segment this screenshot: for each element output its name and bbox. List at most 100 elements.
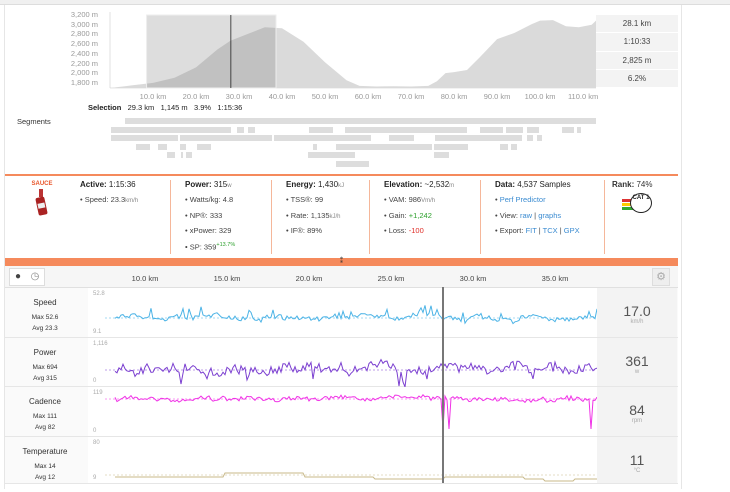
perf-predictor-link[interactable]: Perf Predictor — [499, 195, 546, 204]
segment-bar[interactable] — [125, 118, 596, 124]
elevation-chart[interactable] — [108, 12, 598, 92]
stream-y-min: 0 — [93, 378, 97, 384]
segment-bar[interactable] — [435, 135, 522, 141]
elevation-label: Elevation: — [384, 180, 423, 189]
stream-y-max: 119 — [93, 390, 103, 396]
segment-bar[interactable] — [480, 126, 503, 133]
stream-x-tick: 35.0 km — [541, 274, 569, 283]
segment-bar[interactable] — [506, 126, 523, 133]
segment-bar[interactable] — [186, 152, 192, 158]
segment-bar[interactable] — [180, 143, 186, 150]
segment-bar[interactable] — [434, 143, 468, 150]
segment-bar[interactable] — [336, 160, 369, 167]
segment-bar[interactable] — [389, 135, 414, 141]
segment-bar[interactable] — [527, 126, 539, 133]
segment-bar[interactable] — [111, 135, 178, 141]
export-tcx-link[interactable]: TCX — [542, 226, 558, 235]
stream-value-panel: 17.0 km/h — [597, 288, 677, 337]
stream-y-max: 80 — [93, 440, 100, 446]
stream-line — [114, 305, 597, 325]
stream-x-tick: 10.0 km — [131, 274, 159, 283]
export-fit-link[interactable]: FIT — [525, 226, 537, 235]
stream-y-min: 9 — [93, 475, 97, 481]
segment-bar[interactable] — [308, 152, 355, 158]
energy-stats: Energy: 1,430kJ • TSS®: 99 • Rate: 1,135… — [280, 180, 370, 254]
distance-map-pin-icon[interactable]: ● — [14, 271, 22, 282]
stream-graph[interactable] — [105, 288, 597, 338]
xpower: • xPower: 329 — [185, 226, 232, 235]
stream-y-min: 9.1 — [93, 329, 102, 335]
resize-handle[interactable]: ⁑ — [5, 258, 678, 266]
segment-bar[interactable] — [336, 143, 432, 150]
segment-bar[interactable] — [345, 126, 467, 133]
stream-unit: rpm — [631, 418, 643, 424]
elev-x-tick: 80.0 km — [440, 92, 468, 101]
segment-bar[interactable] — [309, 126, 333, 133]
view-raw-link[interactable]: raw — [520, 210, 533, 220]
data-label: Data: — [495, 180, 516, 189]
time-clock-icon[interactable]: ◷ — [30, 271, 40, 282]
stream-x-tick: 30.0 km — [459, 274, 487, 283]
elevation-loss: -100 — [408, 226, 424, 235]
elev-y-tick: 2,400 m — [70, 48, 98, 58]
power-unit: w — [227, 183, 232, 189]
elev-x-tick: 30.0 km — [225, 92, 253, 101]
elev-x-tick: 110.0 km — [567, 92, 599, 101]
segment-bar[interactable] — [181, 152, 183, 158]
elevation-profile — [110, 20, 596, 89]
segment-bar[interactable] — [511, 143, 517, 150]
stream-max: Max 111 — [33, 413, 57, 420]
stream-x-tick: 15.0 km — [213, 274, 241, 283]
power-stats: Power: 315w • Watts/kg: 4.8 • NP®: 333 •… — [179, 180, 272, 254]
export-gpx-link[interactable]: GPX — [563, 226, 580, 235]
segment-bar[interactable] — [562, 126, 574, 133]
segment-bar[interactable] — [527, 135, 533, 141]
badge-text: CAT 1 — [630, 193, 652, 213]
sauce-logo: SAUCE — [22, 181, 62, 219]
stream-value-panel: 361 w — [597, 338, 677, 386]
stream-x-tick: 20.0 km — [295, 274, 323, 283]
segment-bar[interactable] — [577, 126, 581, 133]
stream-x-tick: 25.0 km — [377, 274, 405, 283]
stream-cursor-line — [442, 287, 444, 483]
stream-cadence: Cadence Max 111 Avg 82 119 0 84 rpm — [5, 387, 678, 437]
stream-avg: Avg 12 — [34, 474, 56, 481]
segment-bar[interactable] — [274, 135, 371, 141]
segment-bar[interactable] — [197, 143, 211, 150]
stream-current-value: 361 — [625, 353, 649, 369]
intensity-factor: • IF®: 89% — [286, 226, 323, 235]
segment-bar[interactable] — [158, 143, 167, 150]
top-drag-handle[interactable] — [0, 0, 730, 5]
sp-delta: +13.7% — [216, 241, 236, 248]
view-label: • View: — [495, 210, 520, 220]
stream-y-min: 0 — [93, 428, 97, 434]
segment-bar[interactable] — [136, 143, 150, 150]
view-graphs-link[interactable]: graphs — [538, 210, 562, 220]
segment-bar[interactable] — [500, 143, 508, 150]
segment-bar[interactable] — [237, 126, 244, 133]
stream-graph[interactable] — [105, 387, 597, 437]
segments-label: Segments — [17, 117, 51, 126]
segment-bar[interactable] — [167, 152, 175, 158]
segment-bar[interactable] — [111, 126, 231, 133]
vam-unit: Vm/h — [421, 198, 436, 204]
segment-bar[interactable] — [248, 126, 255, 133]
elev-y-tick: 2,600 m — [70, 39, 98, 49]
selection-gain: 1,145 m — [160, 103, 188, 112]
elev-x-tick: 40.0 km — [268, 92, 296, 101]
stream-graph[interactable] — [105, 338, 597, 387]
stream-max: Max 14 — [34, 463, 56, 470]
energy-value: 1,430 — [318, 180, 339, 189]
energy-rate: • Rate: 1,135 — [286, 210, 330, 220]
segment-bar[interactable] — [434, 152, 449, 158]
stream-graph[interactable] — [105, 437, 597, 484]
stream-y-max: 52.8 — [93, 291, 105, 297]
stream-unit: w — [634, 369, 640, 375]
cat1-badge-icon: CAT 1 — [622, 193, 654, 215]
settings-gear-icon[interactable]: ⚙ — [652, 268, 670, 286]
segment-bar[interactable] — [537, 135, 542, 141]
active-stats: Active: 1:15:36 • Speed: 23.3km/h — [74, 180, 171, 254]
gain-label: • Gain: — [384, 210, 409, 220]
segment-bar[interactable] — [313, 143, 317, 150]
segment-bar[interactable] — [180, 135, 272, 141]
